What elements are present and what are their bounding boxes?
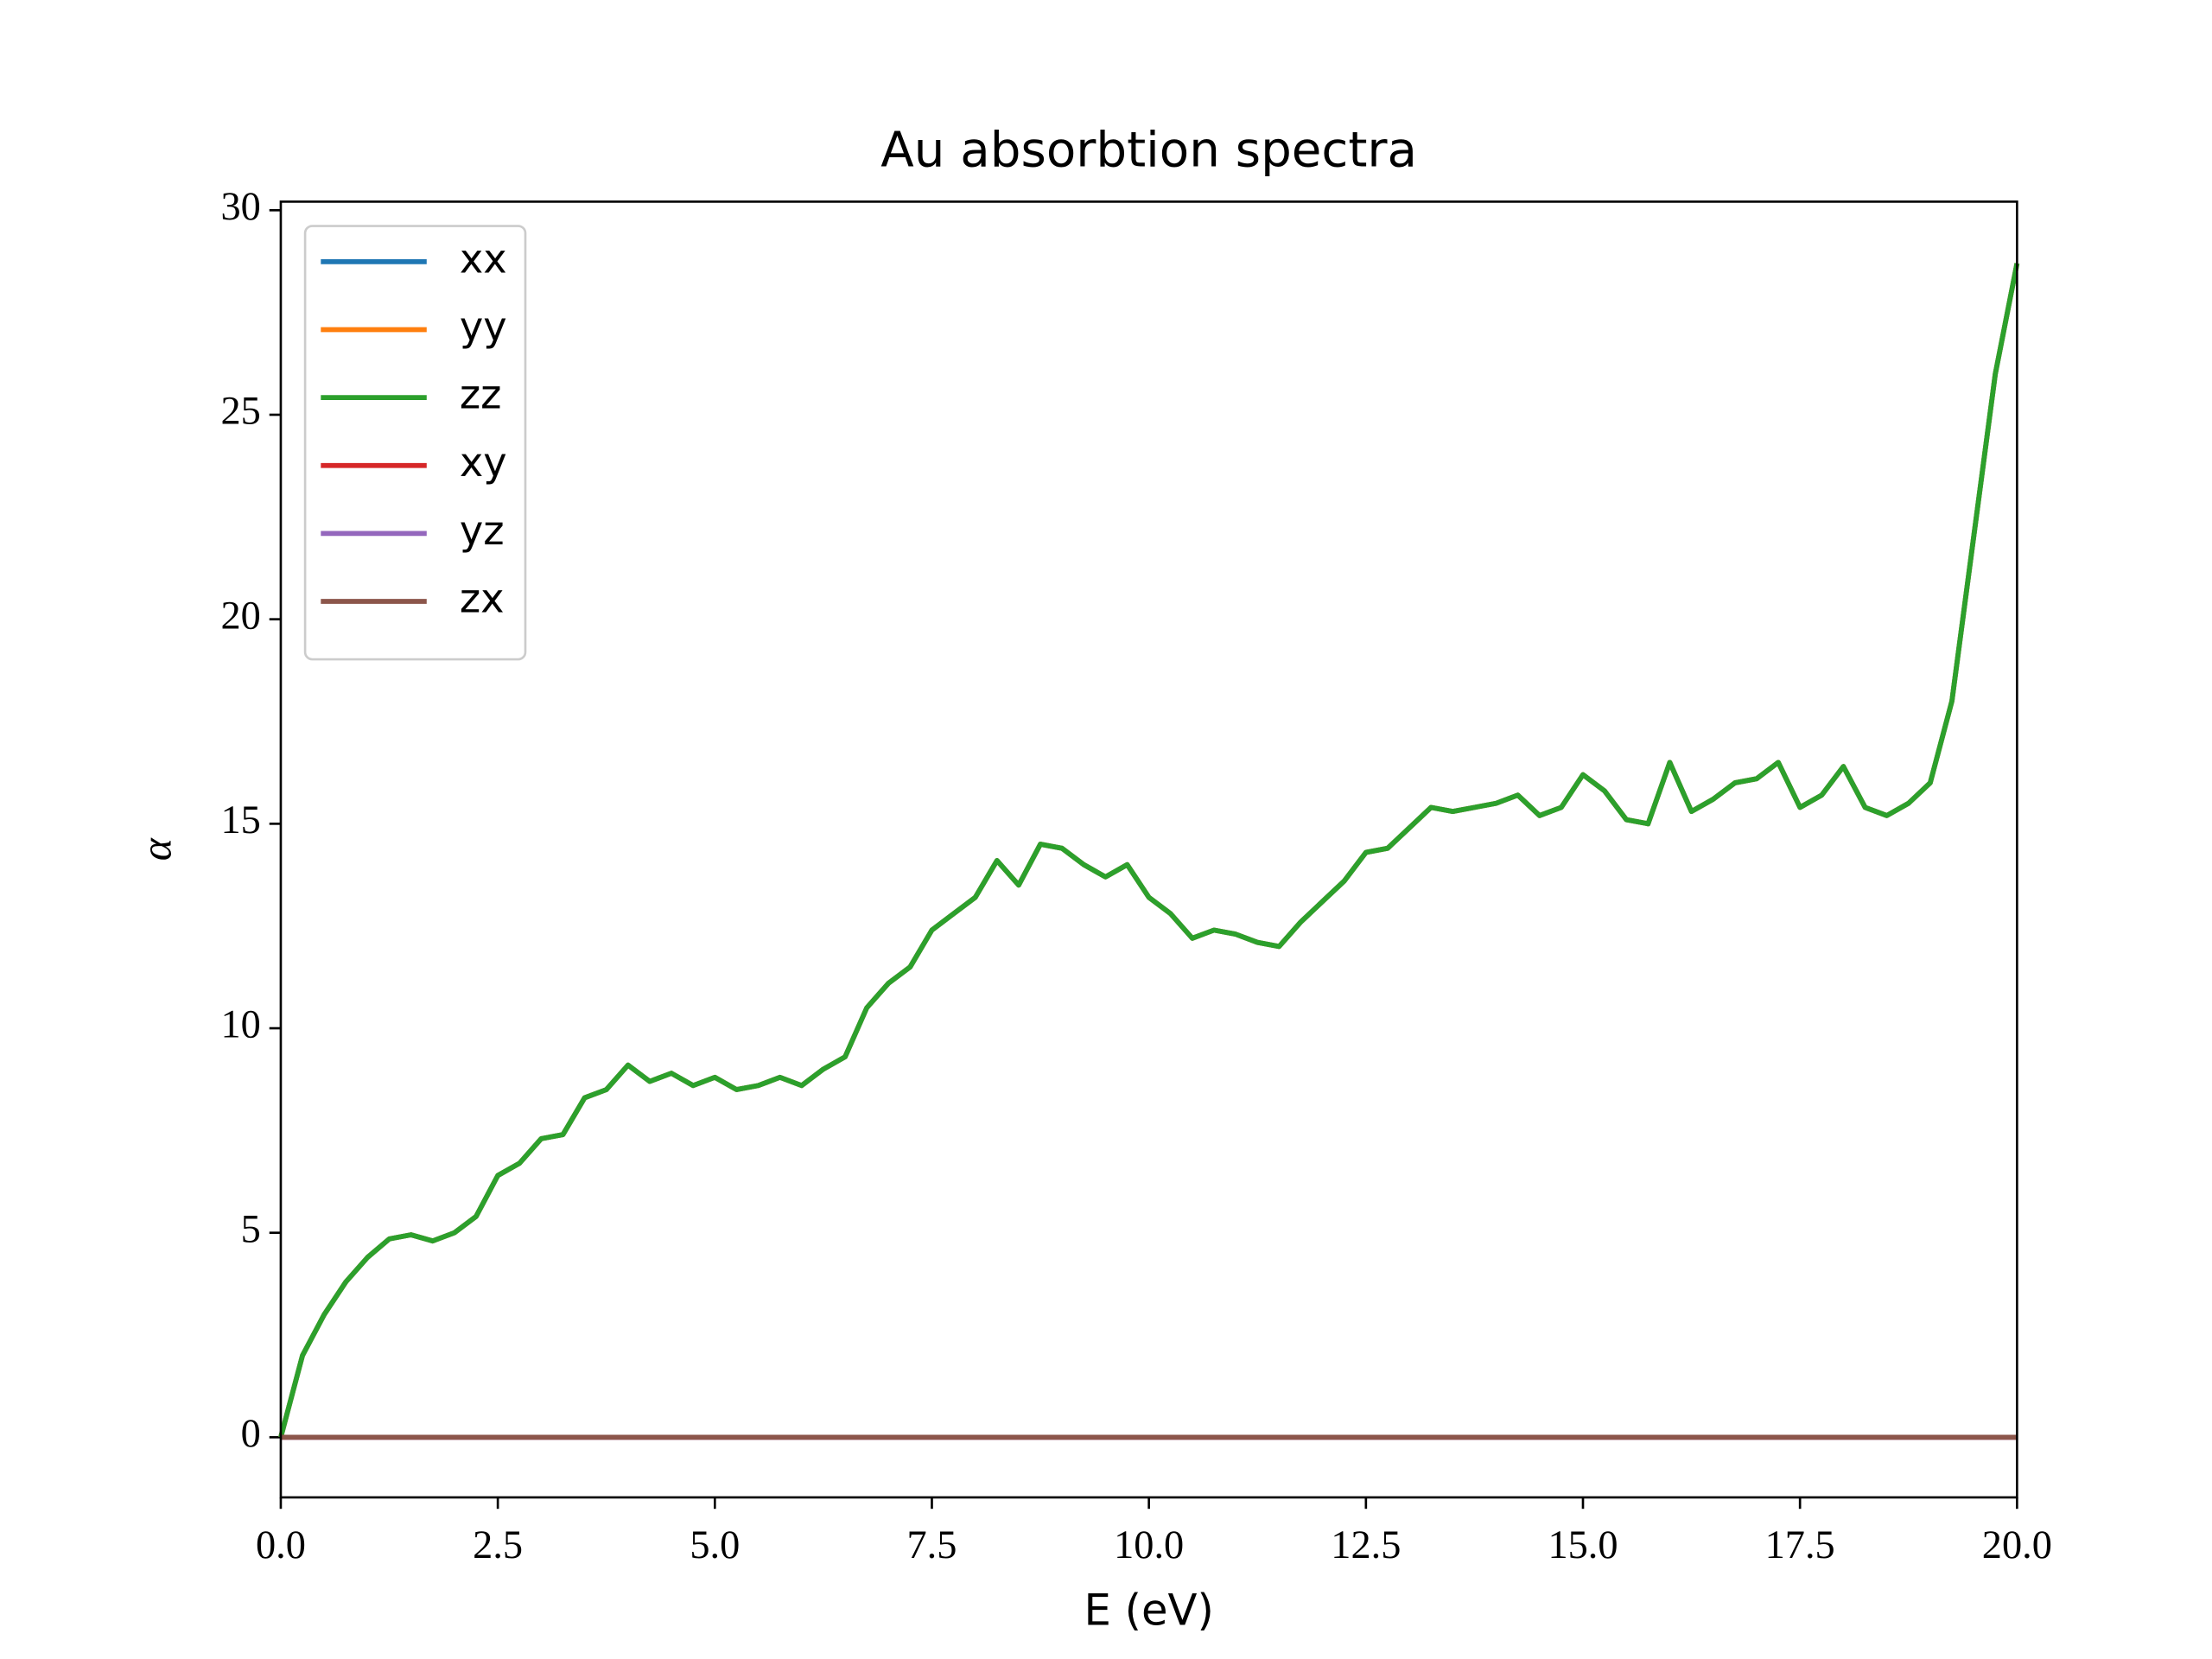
chart-title: Au absorbtion spectra	[880, 123, 1417, 179]
x-tick-label: 15.0	[1548, 1523, 1618, 1567]
legend-label: yz	[460, 507, 505, 554]
plot-frame	[279, 200, 2018, 1499]
x-tick-label: 20.0	[1982, 1523, 2052, 1567]
legend-label: yy	[460, 303, 507, 350]
y-tick-label: 25	[220, 390, 260, 434]
legend-label: xy	[460, 439, 507, 486]
x-axis-label: E (eV)	[1084, 1586, 1213, 1636]
y-tick-label: 5	[241, 1207, 261, 1251]
series-line	[278, 263, 2020, 1439]
x-tick-label: 7.5	[907, 1523, 957, 1567]
legend-box	[303, 225, 527, 661]
x-tick-label: 2.5	[473, 1523, 523, 1567]
legend-label: xx	[460, 235, 507, 282]
x-tick-label: 0.0	[256, 1523, 306, 1567]
y-tick-label: 20	[220, 594, 260, 638]
y-tick-label: 0	[241, 1412, 261, 1456]
x-tick-label: 10.0	[1114, 1523, 1184, 1567]
x-tick-label: 12.5	[1331, 1523, 1401, 1567]
x-tick-label: 5.0	[690, 1523, 740, 1567]
x-tick-label: 17.5	[1765, 1523, 1835, 1567]
legend-label: zx	[460, 575, 505, 621]
y-tick-label: 15	[220, 798, 260, 842]
y-tick-label: 10	[220, 1003, 260, 1047]
y-tick-label: 30	[220, 185, 260, 229]
legend-label: zz	[460, 372, 502, 418]
y-axis-label: α	[132, 837, 180, 861]
